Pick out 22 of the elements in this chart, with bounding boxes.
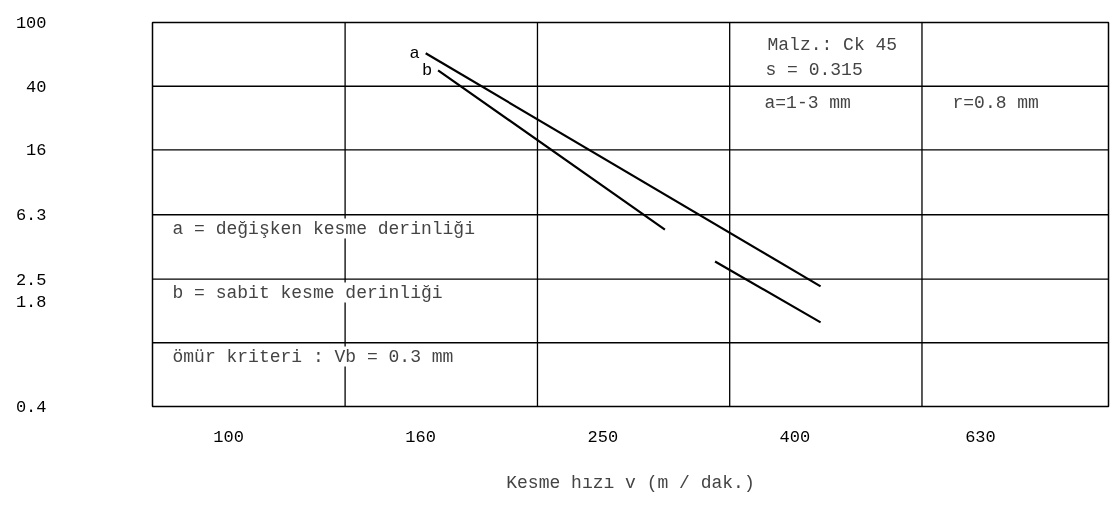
annotation: a=1-3 mm — [764, 92, 851, 113]
x-tick-label: 400 — [779, 427, 811, 447]
y-tick-label: 6.3 — [15, 206, 47, 226]
series-label: a — [409, 43, 420, 63]
x-tick-label: 160 — [405, 427, 436, 447]
y-tick-label: 100 — [15, 14, 47, 33]
annotation: ömür kriteri : Vb = 0.3 mm — [172, 346, 454, 367]
x-tick-label: 630 — [965, 427, 996, 447]
series-label: b — [421, 60, 433, 80]
x-tick-label: 100 — [213, 427, 244, 447]
y-tick-label: 40 — [26, 77, 47, 97]
x-tick-label: 250 — [587, 427, 619, 447]
y-tick-label: 0.4 — [15, 398, 47, 417]
annotation: a = değişken kesme derinliği — [172, 218, 475, 239]
y-tick-label: 16 — [26, 141, 47, 161]
y-tick-label: 1.8 — [15, 293, 47, 313]
annotation: Malz.: Ck 45 — [767, 34, 898, 55]
y-tick-label: 2.5 — [15, 270, 47, 290]
annotation: r=0.8 mm — [952, 92, 1039, 113]
annotation: s = 0.315 — [765, 59, 863, 80]
x-axis-title: Kesme hızı v (m / dak.) — [506, 472, 755, 493]
annotation: b = sabit kesme derinliği — [172, 282, 443, 303]
